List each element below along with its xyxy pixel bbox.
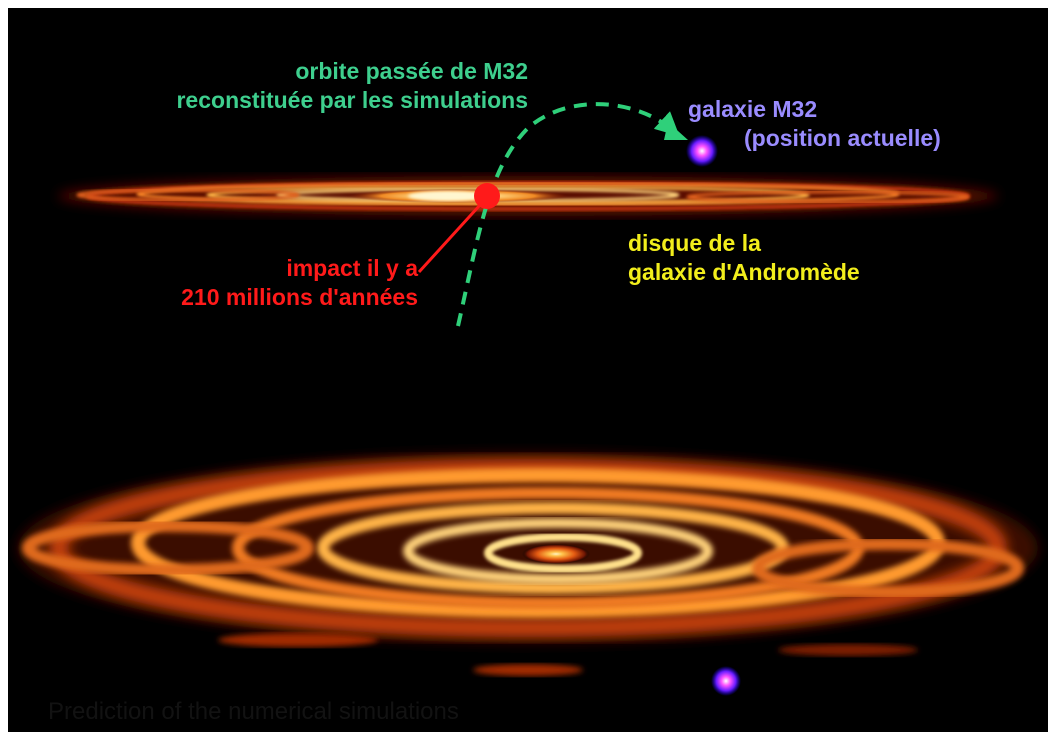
impact-marker-icon (474, 183, 500, 209)
impact-pointer-line (417, 203, 482, 274)
andromeda-disk-edge-on (58, 176, 998, 216)
andromeda-disk-face-on (18, 453, 1038, 676)
galaxy-m32-icon (711, 666, 741, 696)
m32-label-line1: galaxie M32 (688, 96, 818, 122)
impact-label: impact il y a 210 millions d'années (108, 254, 418, 312)
disk-label-line2: galaxie d'Andromède (628, 259, 860, 285)
orbit-label-line1: orbite passée de M32 (295, 58, 528, 84)
m32-label-line2: (position actuelle) (744, 125, 941, 151)
m32-label: galaxie M32 (position actuelle) (688, 95, 941, 153)
scene-illustration (18, 102, 1038, 696)
caption: Prediction of the numerical simulations (48, 698, 459, 725)
orbit-label-line2: reconstituée par les simulations (176, 87, 528, 113)
disk-label-line1: disque de la (628, 230, 761, 256)
m32-past-orbit-path (456, 102, 680, 327)
impact-label-line1: impact il y a (286, 255, 418, 281)
disk-label: disque de la galaxie d'Andromède (628, 229, 860, 287)
orbit-label: orbite passée de M32 reconstituée par le… (72, 57, 528, 115)
impact-label-line2: 210 millions d'années (181, 284, 418, 310)
galaxy-m32-icon (686, 135, 718, 167)
figure-frame: orbite passée de M32 reconstituée par le… (8, 8, 1048, 732)
orbit-arrow-icon (664, 122, 688, 140)
